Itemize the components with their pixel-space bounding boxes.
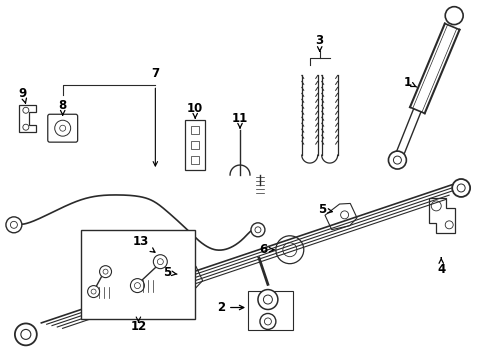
Text: 11: 11 <box>232 112 248 128</box>
Text: 1: 1 <box>403 76 416 89</box>
Circle shape <box>260 314 276 329</box>
Circle shape <box>6 217 22 233</box>
Text: 8: 8 <box>59 99 67 115</box>
Text: 2: 2 <box>217 301 244 314</box>
Bar <box>191 156 199 164</box>
Circle shape <box>445 7 463 24</box>
Text: 13: 13 <box>132 235 155 252</box>
Text: 3: 3 <box>316 34 324 51</box>
Text: 9: 9 <box>19 87 27 103</box>
Text: 5: 5 <box>163 266 177 279</box>
Bar <box>191 126 199 134</box>
Text: 5: 5 <box>318 203 332 216</box>
Bar <box>185 120 205 170</box>
Circle shape <box>251 223 265 237</box>
Text: 7: 7 <box>151 67 159 80</box>
Circle shape <box>258 289 278 310</box>
Circle shape <box>389 151 406 169</box>
FancyBboxPatch shape <box>48 114 77 142</box>
Bar <box>191 141 199 149</box>
Polygon shape <box>19 105 36 132</box>
Circle shape <box>130 279 145 293</box>
Text: 12: 12 <box>130 320 147 333</box>
Polygon shape <box>171 266 202 292</box>
Circle shape <box>452 179 470 197</box>
Polygon shape <box>429 198 455 233</box>
Circle shape <box>99 266 112 278</box>
Circle shape <box>153 255 167 269</box>
Circle shape <box>276 236 304 264</box>
Polygon shape <box>325 203 357 230</box>
Text: 10: 10 <box>187 102 203 118</box>
Bar <box>248 291 293 330</box>
Bar <box>81 230 195 319</box>
Text: 4: 4 <box>437 258 445 276</box>
Circle shape <box>88 285 99 298</box>
Text: 6: 6 <box>260 243 274 256</box>
Circle shape <box>15 323 37 345</box>
